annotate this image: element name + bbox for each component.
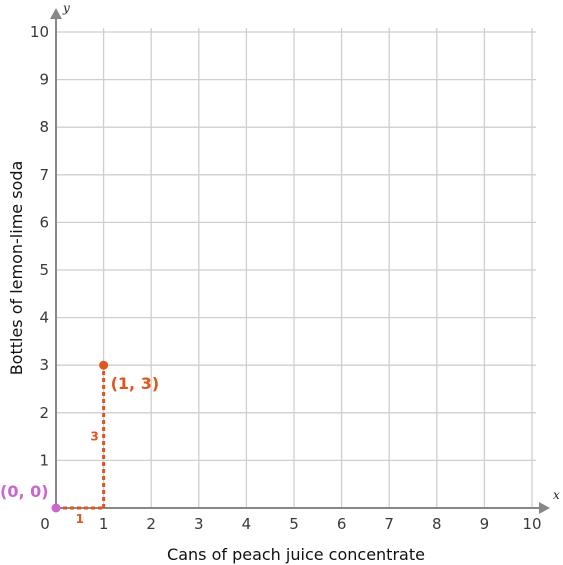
data-points: (0, 0) (1, 3) [0, 360, 160, 513]
grid-lines [56, 28, 536, 508]
vertical-step-label: 3 [90, 430, 98, 444]
y-tick-label: 2 [39, 404, 49, 422]
point-label: (0, 0) [0, 482, 49, 501]
x-axis-letter: x [553, 488, 560, 502]
y-tick-label: 6 [39, 213, 49, 231]
x-tick-label: 10 [522, 515, 541, 533]
x-tick-label: 2 [146, 515, 156, 533]
step-paths: 13 [56, 365, 106, 526]
y-tick-label: 9 [39, 71, 49, 89]
y-axis-arrow [50, 8, 62, 19]
point-label: (1, 3) [111, 374, 160, 393]
y-tick-label: 3 [39, 356, 49, 374]
x-tick-label: 9 [480, 515, 490, 533]
y-tick-label: 10 [30, 23, 49, 41]
x-tick-label: 7 [384, 515, 394, 533]
y-tick-label: 5 [39, 261, 49, 279]
y-tick-labels: 1 2 3 4 5 6 7 8 9 10 [30, 23, 49, 469]
y-tick-label: 1 [39, 451, 49, 469]
axes [50, 8, 550, 514]
y-tick-label: 4 [39, 309, 49, 327]
x-tick-label: 8 [432, 515, 442, 533]
x-tick-label: 0 [40, 515, 50, 533]
y-tick-label: 8 [39, 118, 49, 136]
data-point [99, 360, 109, 370]
y-axis-title: Bottles of lemon-lime soda [7, 161, 26, 376]
x-tick-label: 4 [242, 515, 252, 533]
x-tick-label: 5 [289, 515, 299, 533]
x-tick-label: 3 [194, 515, 204, 533]
y-tick-label: 7 [39, 166, 49, 184]
x-axis-title: Cans of peach juice concentrate [167, 545, 425, 564]
x-tick-label: 1 [99, 515, 109, 533]
x-tick-label: 6 [337, 515, 347, 533]
x-axis-arrow [539, 502, 550, 514]
x-tick-labels: 0 1 2 3 4 5 6 7 8 9 10 [40, 515, 541, 533]
y-axis-letter: y [62, 1, 70, 15]
horizontal-step-label: 1 [76, 512, 84, 526]
data-point [51, 503, 61, 513]
